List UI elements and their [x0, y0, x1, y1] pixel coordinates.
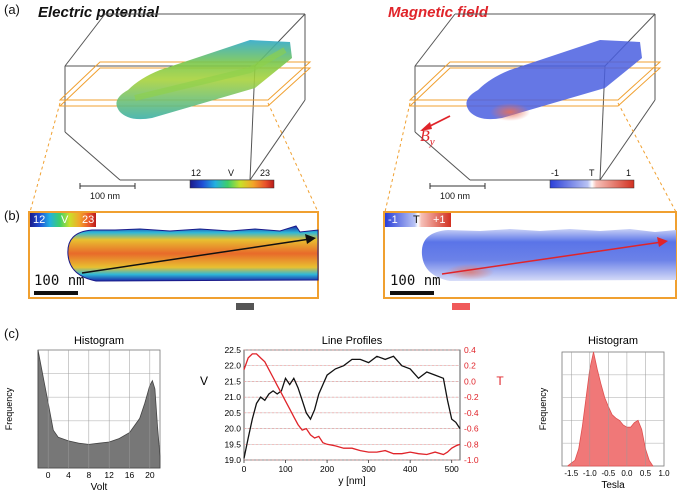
histogram-tesla-ylabel: Frequency: [538, 387, 548, 430]
line-profiles-xtick-2: 200: [320, 464, 334, 474]
line-profiles-yright-tick-4: -0.4: [464, 408, 479, 418]
line-profiles-yright-tick-1: 0.2: [464, 361, 476, 371]
b-vector-label: By: [420, 128, 435, 148]
potential-inset-wire: [67, 225, 319, 282]
tesla-colorbar-unit: T: [589, 168, 595, 178]
line-profiles-title: Line Profiles: [322, 335, 383, 347]
b-vector-symbol: B: [420, 128, 430, 145]
line-profiles-ylabel-left: V: [200, 374, 208, 388]
b-vector-arrow: [420, 115, 451, 131]
tesla-inset-min: -1: [388, 214, 398, 226]
line-profiles-yright-tick-5: -0.6: [464, 424, 479, 434]
gray-down-arrow: [236, 303, 254, 310]
histogram-tesla-xtick-4: 0.5: [640, 469, 652, 478]
line-profiles-yleft-tick-1: 22.0: [224, 361, 241, 371]
magnetic-nanowire-3d: [466, 40, 642, 121]
line-profiles-yleft-tick-2: 21.5: [224, 376, 241, 386]
scale-bar-a-right-label: 100 nm: [440, 191, 471, 201]
line-profiles-yleft-tick-7: 19.0: [224, 455, 241, 465]
histogram-volt-xtick-4: 16: [125, 470, 135, 480]
tesla-colorbar: [549, 179, 635, 189]
scale-bar-a-left: [79, 183, 136, 189]
histogram-volt-title: Histogram: [74, 335, 124, 347]
voltage-histogram: 0 4 8 12 16 20 Histogram Volt Frequency: [4, 335, 161, 493]
line-profiles-yleft-tick-5: 20.0: [224, 424, 241, 434]
line-profiles-yleft-tick-3: 21.0: [224, 392, 241, 402]
histogram-tesla-xtick-1: -1.0: [583, 469, 597, 478]
voltage-colorbar-max: 23: [260, 168, 271, 178]
line-profiles-series-0: [243, 355, 461, 459]
panel-ab-drawing: [28, 13, 677, 310]
histogram-volt-ylabel: Frequency: [4, 387, 14, 430]
line-profiles-yright-tick-2: 0.0: [464, 376, 476, 386]
histogram-volt-xtick-3: 12: [104, 470, 114, 480]
line-profiles-ylabel-right: T: [496, 374, 504, 388]
voltage-inset-colorbar: [30, 213, 96, 227]
histogram-tesla-title: Histogram: [588, 335, 638, 347]
line-profiles-chart: 22.5 22.0 21.5 21.0 20.5 20.0 19.5 19.0 0.4 0.2 0.…: [200, 335, 504, 487]
tesla-inset-max: +1: [433, 214, 446, 226]
tesla-inset-unit: T: [413, 214, 420, 226]
panel-label-b: (b): [4, 208, 20, 223]
voltage-colorbar-min: 12: [191, 168, 202, 178]
field-profile-arrow: [441, 241, 663, 275]
line-profiles-xtick-3: 300: [362, 464, 376, 474]
histogram-tesla-xtick-0: -1.5: [564, 469, 578, 478]
scale-bar-b-left-label: 100 nm: [34, 273, 85, 289]
line-profiles-xtick-0: 0: [242, 464, 247, 474]
tesla-colorbar-max: 1: [626, 168, 632, 178]
line-profiles-frame: [243, 349, 461, 461]
tesla-histogram: -1.5 -1.0 -0.5 0.0 0.5 1.0 Histogram Tesla Frequ…: [538, 335, 670, 491]
line-profiles-xlabel: y [nm]: [338, 476, 365, 487]
panel-label-c: (c): [4, 326, 20, 341]
scale-bar-a-right: [429, 183, 486, 189]
magnetic-field-title: Magnetic field: [388, 4, 489, 21]
line-profiles-yright-tick-6: -0.8: [464, 439, 479, 449]
voltage-inset-unit: V: [61, 214, 69, 226]
voltage-inset-max: 23: [82, 214, 95, 226]
tesla-colorbar-min: -1: [551, 168, 560, 178]
histogram-volt-xlabel: Volt: [91, 482, 108, 493]
b-vector-subscript: y: [429, 136, 435, 149]
panel-label-a: (a): [4, 2, 20, 17]
voltage-inset-min: 12: [33, 214, 46, 226]
histogram-tesla-xlabel: Tesla: [601, 480, 625, 491]
potential-profile-arrow: [81, 238, 311, 274]
line-profiles-yright-tick-7: -1.0: [464, 455, 479, 465]
scale-bar-b-right-label: 100 nm: [390, 273, 441, 289]
histogram-volt-xtick-2: 8: [86, 470, 91, 480]
scale-bar-b-right: [390, 291, 434, 295]
line-profiles-xtick-4: 400: [403, 464, 417, 474]
potential-profile-arrowhead: [305, 234, 316, 244]
histogram-tesla-xtick-2: -0.5: [601, 469, 615, 478]
histogram-volt-xtick-0: 0: [46, 470, 51, 480]
histogram-tesla-xtick-5: 1.0: [658, 469, 670, 478]
scale-bar-b-left: [34, 291, 78, 295]
line-profiles-yright-tick-0: 0.4: [464, 345, 476, 355]
electric-potential-title: Electric potential: [38, 4, 159, 21]
voltage-colorbar-unit: V: [228, 168, 235, 178]
line-profiles-xtick-5: 500: [445, 464, 459, 474]
histogram-tesla-area: [567, 351, 654, 467]
line-profiles-series-1: [243, 353, 461, 456]
line-profiles-yleft-tick-6: 19.5: [224, 439, 241, 449]
zoom-connectors: [29, 102, 677, 213]
voltage-colorbar: [189, 179, 275, 189]
histogram-tesla-xtick-3: 0.0: [621, 469, 633, 478]
histogram-volt-xtick-5: 20: [145, 470, 155, 480]
line-profiles-yleft-tick-0: 22.5: [224, 345, 241, 355]
scale-bar-a-left-label: 100 nm: [90, 191, 121, 201]
tesla-inset-colorbar: [385, 213, 451, 227]
histogram-volt-xtick-1: 4: [66, 470, 71, 480]
red-down-arrow: [452, 303, 470, 310]
line-profiles-yright-tick-3: -0.2: [464, 392, 479, 402]
field-profile-arrowhead: [657, 237, 668, 247]
electric-nanowire-3d: [116, 40, 292, 120]
line-profiles-xtick-1: 100: [278, 464, 292, 474]
line-profiles-yleft-tick-4: 20.5: [224, 408, 241, 418]
